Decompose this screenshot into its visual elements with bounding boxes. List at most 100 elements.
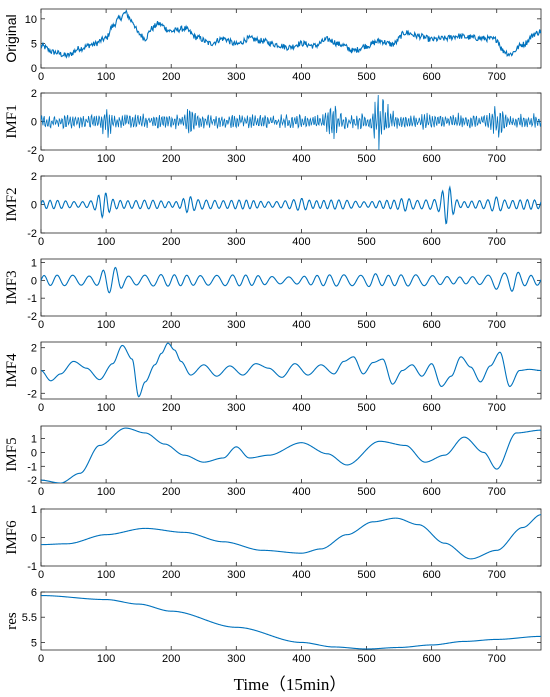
x-tick-label: 500 — [357, 653, 375, 665]
x-tick-label: 700 — [488, 71, 506, 83]
x-tick-label: 0 — [38, 486, 44, 498]
x-tick-label: 300 — [227, 569, 245, 581]
y-tick-label: 1 — [31, 434, 37, 446]
x-tick-label: 500 — [357, 486, 375, 498]
x-tick-label: 200 — [162, 319, 180, 331]
x-tick-label: 100 — [97, 653, 115, 665]
y-axis-label: IMF6 — [4, 520, 20, 555]
y-tick-label: 10 — [25, 14, 37, 26]
x-tick-label: 0 — [38, 71, 44, 83]
x-tick-label: 100 — [97, 319, 115, 331]
x-tick-label: 0 — [38, 653, 44, 665]
x-tick-label: 500 — [357, 236, 375, 248]
x-tick-label: 0 — [38, 569, 44, 581]
y-tick-label: 0 — [31, 275, 37, 287]
x-tick-label: 200 — [162, 486, 180, 498]
x-tick-label: 700 — [488, 653, 506, 665]
y-tick-label: 2 — [31, 171, 37, 183]
y-tick-label: 0 — [31, 533, 37, 545]
x-tick-label: 700 — [488, 319, 506, 331]
series-line — [41, 95, 541, 150]
y-axis-label: IMF1 — [4, 104, 20, 138]
y-axis-label: IMF3 — [4, 270, 20, 304]
x-tick-label: 300 — [227, 153, 245, 165]
series-line — [41, 427, 541, 483]
x-tick-label: 100 — [97, 486, 115, 498]
y-tick-label: -2 — [27, 311, 37, 323]
y-tick-label: 2 — [31, 88, 37, 100]
panel-4: 0 100 200 300 400 500 600 700 -2 -1 0 1 IMF3 — [4, 258, 542, 331]
panel-8: 0 100 200 300 400 500 600 700 5 5.5 6 res — [4, 587, 542, 665]
x-tick-label: 300 — [227, 71, 245, 83]
y-axis-label: Original — [3, 14, 19, 62]
series-line — [41, 342, 541, 398]
y-tick-label: 5.5 — [22, 612, 37, 624]
series-line — [41, 594, 541, 650]
axes-box — [40, 341, 542, 400]
y-tick-label: -1 — [27, 461, 37, 473]
axes-box — [40, 8, 542, 69]
y-tick-label: -1 — [27, 293, 37, 305]
x-tick-label: 600 — [422, 319, 440, 331]
x-tick-label: 100 — [97, 71, 115, 83]
x-axis-label: Time（15min） — [234, 675, 347, 694]
y-tick-label: -1 — [27, 561, 37, 573]
y-tick-label: 0 — [31, 200, 37, 212]
y-tick-label: -2 — [27, 388, 37, 400]
x-tick-label: 500 — [357, 569, 375, 581]
x-tick-label: 200 — [162, 71, 180, 83]
x-tick-label: 700 — [488, 402, 506, 414]
y-tick-label: 6 — [31, 587, 37, 599]
x-tick-label: 400 — [292, 486, 310, 498]
x-tick-label: 0 — [38, 236, 44, 248]
x-tick-label: 200 — [162, 236, 180, 248]
y-axis-label: IMF4 — [4, 353, 20, 388]
series-line — [41, 514, 541, 560]
y-tick-label: 2 — [31, 343, 37, 355]
x-tick-label: 600 — [422, 71, 440, 83]
x-tick-label: 400 — [292, 569, 310, 581]
y-tick-label: 1 — [31, 258, 37, 270]
x-tick-label: 500 — [357, 402, 375, 414]
x-tick-label: 400 — [292, 71, 310, 83]
x-tick-label: 400 — [292, 319, 310, 331]
x-tick-label: 100 — [97, 569, 115, 581]
x-tick-label: 200 — [162, 402, 180, 414]
x-tick-label: 100 — [97, 236, 115, 248]
x-tick-label: 500 — [357, 319, 375, 331]
x-tick-label: 600 — [422, 153, 440, 165]
y-tick-label: 5 — [31, 38, 37, 50]
x-tick-label: 100 — [97, 402, 115, 414]
x-tick-label: 700 — [488, 236, 506, 248]
y-axis-label: IMF2 — [4, 187, 20, 221]
y-tick-label: 0 — [31, 63, 37, 75]
x-tick-label: 0 — [38, 319, 44, 331]
y-tick-label: -2 — [27, 475, 37, 487]
x-tick-label: 500 — [357, 153, 375, 165]
y-tick-label: 5 — [31, 637, 37, 649]
x-tick-label: 600 — [422, 236, 440, 248]
x-tick-label: 500 — [357, 71, 375, 83]
axes-box — [40, 258, 542, 317]
x-tick-label: 600 — [422, 486, 440, 498]
x-tick-label: 300 — [227, 236, 245, 248]
x-tick-label: 700 — [488, 486, 506, 498]
x-tick-label: 0 — [38, 153, 44, 165]
panel-1: 0 100 200 300 400 500 600 700 0 5 10 Original — [3, 8, 542, 83]
axes-box — [40, 591, 542, 651]
x-tick-label: 200 — [162, 653, 180, 665]
x-tick-label: 400 — [292, 402, 310, 414]
y-axis-label: res — [4, 612, 20, 630]
x-tick-label: 200 — [162, 153, 180, 165]
x-tick-label: 600 — [422, 402, 440, 414]
x-tick-label: 400 — [292, 653, 310, 665]
y-tick-label: 0 — [31, 366, 37, 378]
y-tick-label: -2 — [27, 228, 37, 240]
series-line — [41, 185, 541, 225]
x-tick-label: 400 — [292, 236, 310, 248]
x-tick-label: 600 — [422, 653, 440, 665]
